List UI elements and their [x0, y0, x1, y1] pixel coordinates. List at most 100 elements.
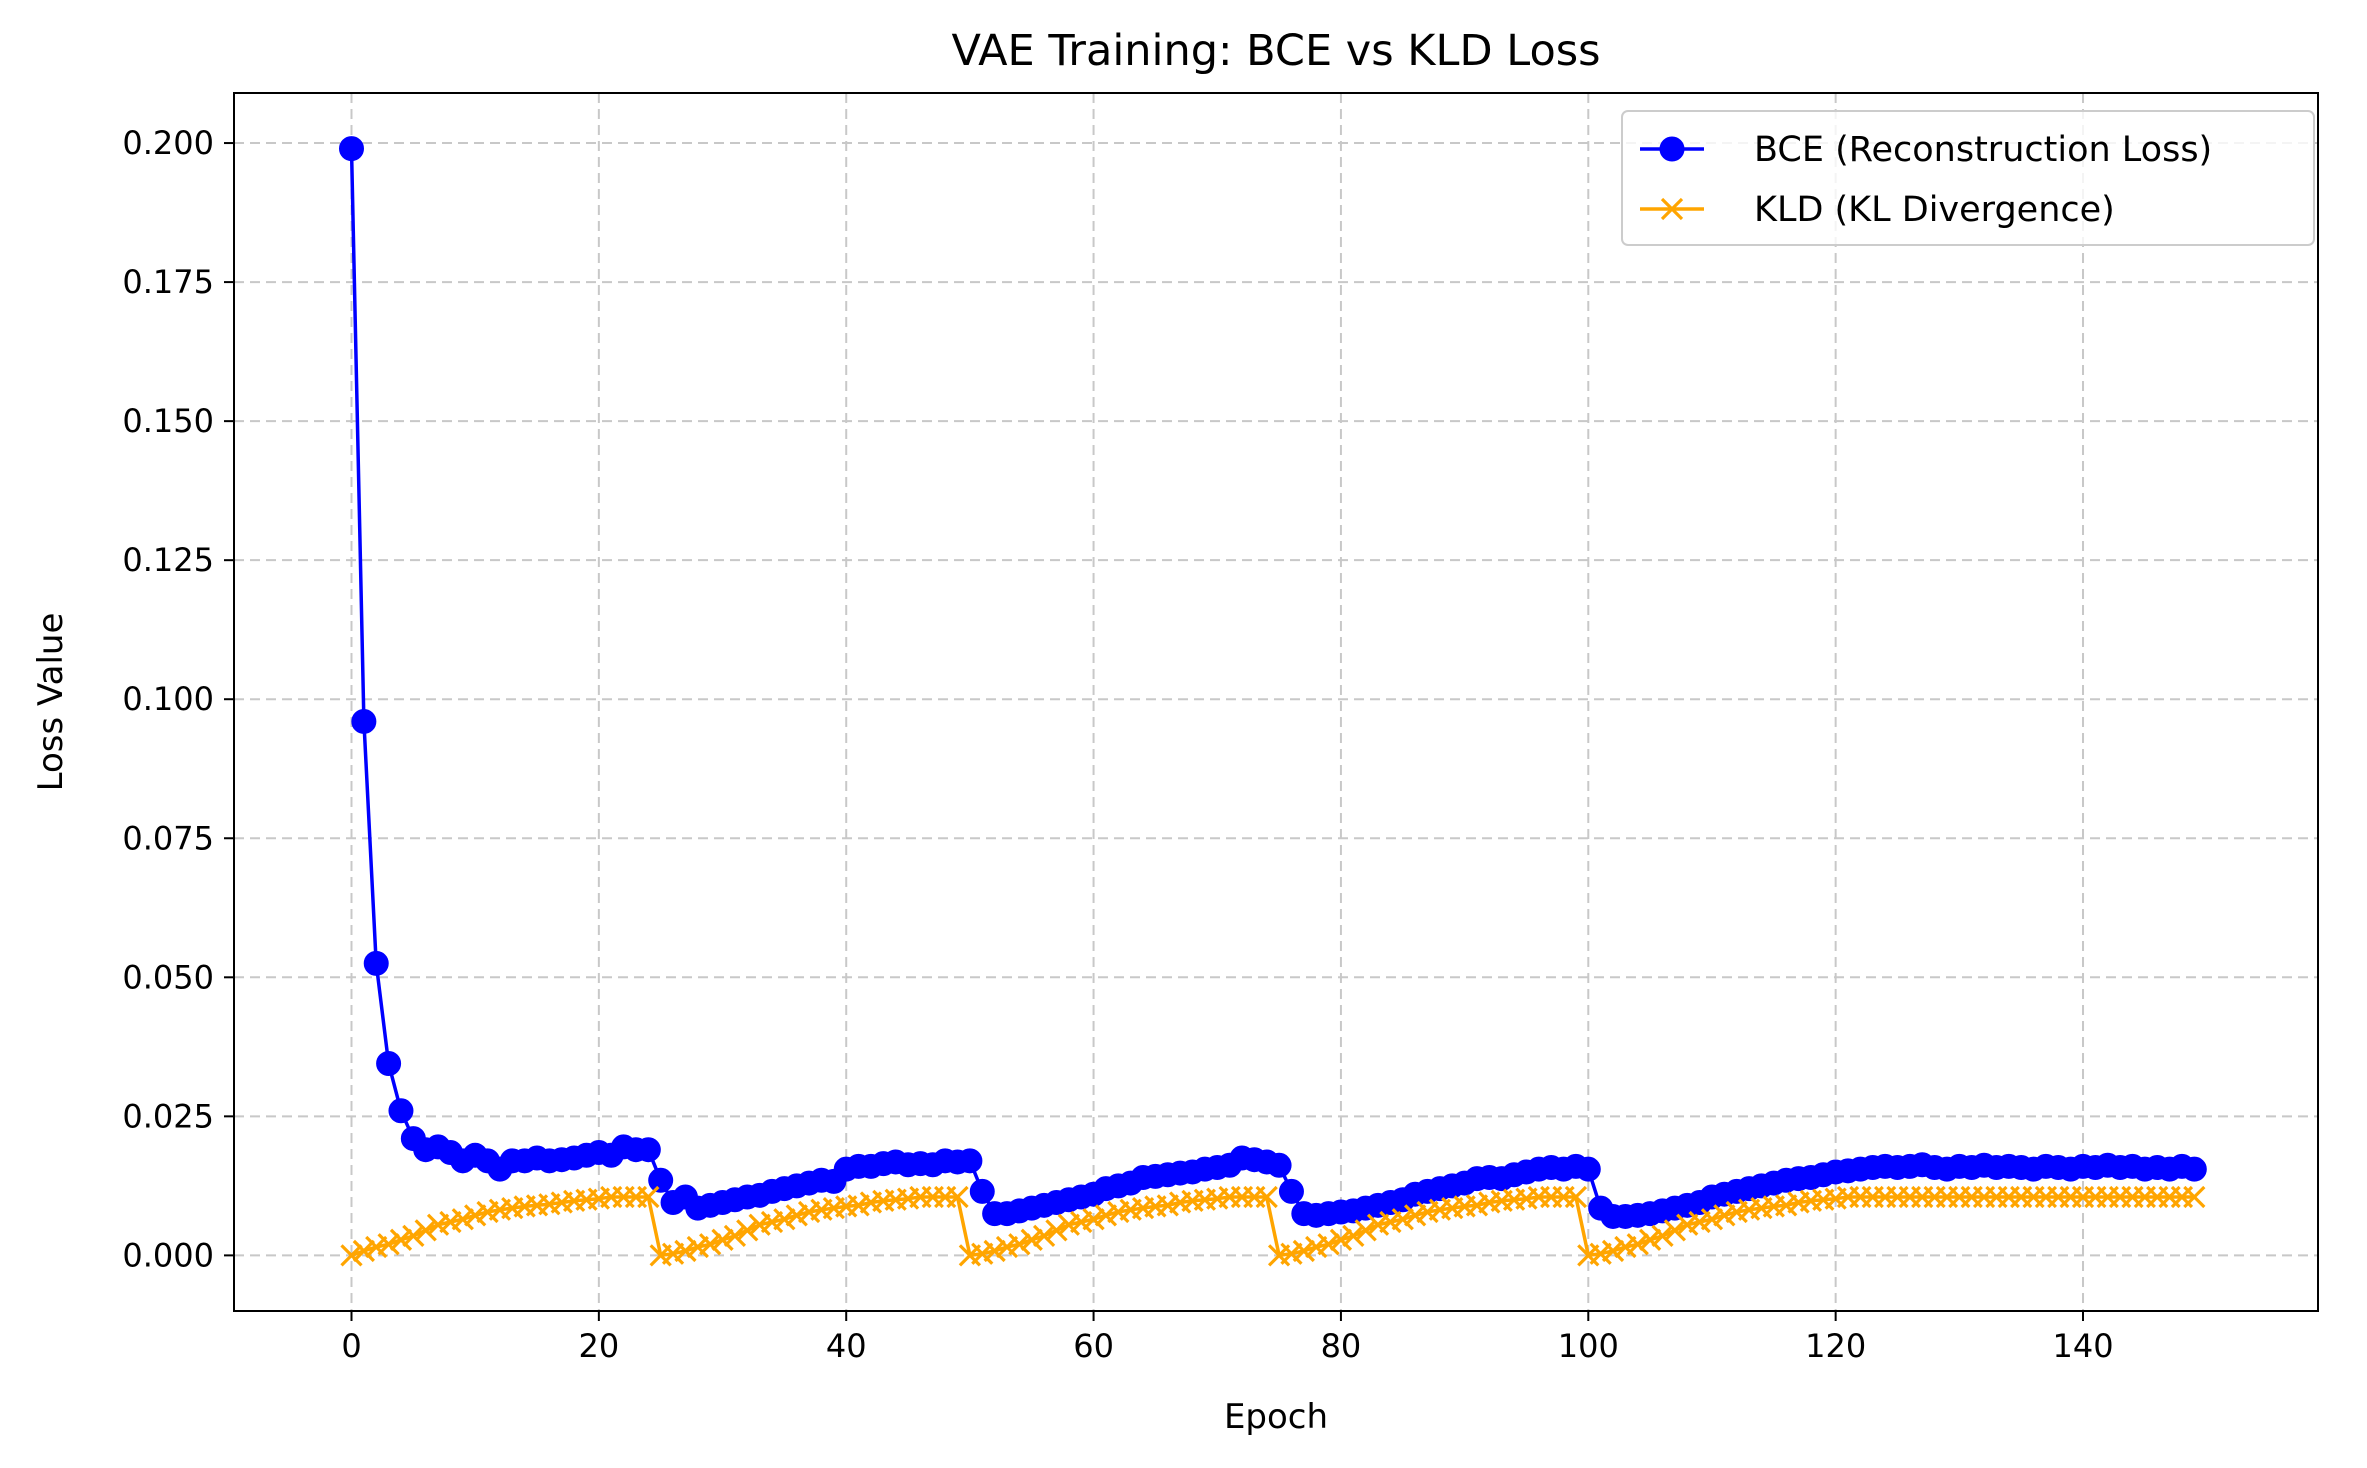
data-point-stroke-b: [785, 1204, 808, 1227]
grid-lines: [234, 93, 2318, 1311]
data-point-stroke-b: [1082, 1208, 1105, 1231]
data-series: [338, 136, 2207, 1267]
data-point: [451, 1208, 474, 1231]
y-tick-label: 0.200: [122, 124, 214, 162]
data-point: [1329, 1228, 1353, 1251]
data-point: [1564, 1185, 1588, 1209]
series-bce: [338, 136, 2207, 1229]
legend: BCE (Reconstruction Loss) KLD (KL Diverg…: [1621, 110, 2315, 246]
data-point: [637, 1185, 660, 1209]
data-point: [1700, 1208, 1724, 1231]
y-tick-label: 0.025: [122, 1097, 214, 1135]
data-point: [363, 950, 389, 976]
data-point: [648, 1167, 674, 1193]
data-point: [1575, 1156, 1601, 1182]
x-tick-label: 0: [341, 1327, 361, 1365]
data-point-stroke-b: [1008, 1233, 1031, 1256]
data-point: [1713, 1204, 1736, 1227]
data-point: [946, 1185, 969, 1209]
data-point-stroke-b: [402, 1224, 425, 1248]
x-tick-label: 80: [1321, 1327, 1362, 1365]
data-point: [674, 1239, 697, 1263]
data-point: [1601, 1239, 1625, 1263]
data-point-stroke-b: [1404, 1204, 1427, 1227]
data-point: [1045, 1219, 1068, 1242]
data-point: [1391, 1208, 1414, 1231]
data-point: [711, 1228, 734, 1251]
chart-title: VAE Training: BCE vs KLD Loss: [951, 26, 1600, 76]
data-point: [376, 1051, 402, 1077]
data-point-stroke-b: [773, 1208, 796, 1231]
data-point: [1008, 1233, 1031, 1256]
data-point: [736, 1219, 759, 1242]
data-point: [1404, 1204, 1427, 1227]
data-point-stroke-b: [1317, 1233, 1340, 1256]
data-point-stroke-b: [1638, 1228, 1662, 1251]
data-point-stroke-b: [1255, 1185, 1278, 1209]
y-tick-label: 0.150: [122, 402, 214, 440]
data-point: [957, 1148, 983, 1174]
data-point-stroke-b: [1292, 1239, 1315, 1263]
x-tick-label: 120: [1805, 1327, 1866, 1365]
data-point-stroke-b: [637, 1185, 660, 1209]
data-point: [699, 1233, 722, 1256]
data-point: [969, 1178, 995, 1204]
y-tick-label: 0.050: [122, 958, 214, 996]
data-point: [414, 1219, 437, 1242]
legend-box: [1621, 110, 2315, 246]
data-point-stroke-b: [1713, 1204, 1736, 1227]
data-point-stroke-b: [723, 1224, 747, 1248]
data-point-stroke-b: [699, 1233, 722, 1256]
data-point: [1278, 1178, 1304, 1204]
legend-marker: [1659, 136, 1685, 162]
data-point-stroke-b: [1094, 1204, 1118, 1227]
data-point: [1266, 1152, 1292, 1178]
data-point: [2181, 1156, 2207, 1182]
data-point: [2183, 1185, 2206, 1209]
legend-label-kld: KLD (KL Divergence): [1754, 190, 2115, 230]
data-point: [1663, 1219, 1686, 1242]
y-tick-label: 0.075: [122, 819, 214, 857]
data-point: [1342, 1224, 1365, 1248]
x-tick-label: 20: [578, 1327, 619, 1365]
plot-area-frame: [233, 92, 2319, 1312]
x-tick-label: 100: [1558, 1327, 1619, 1365]
legend-label-bce: BCE (Reconstruction Loss): [1754, 130, 2212, 170]
data-point: [785, 1204, 808, 1227]
data-point-stroke-b: [1329, 1228, 1353, 1251]
data-point: [338, 136, 364, 162]
data-point: [389, 1228, 413, 1251]
data-point-stroke-b: [711, 1228, 734, 1251]
data-point: [1651, 1224, 1674, 1248]
legend-marker: [1660, 197, 1684, 221]
data-point-stroke-b: [1391, 1208, 1414, 1231]
data-point: [1255, 1185, 1278, 1209]
data-point-stroke-b: [340, 1244, 363, 1267]
data-point-stroke-b: [414, 1219, 437, 1242]
y-axis-label: Loss Value: [31, 613, 71, 792]
data-point: [983, 1239, 1006, 1263]
data-point: [352, 1239, 375, 1263]
x-axis-label: Epoch: [1224, 1397, 1328, 1437]
data-point-stroke-b: [451, 1208, 474, 1231]
data-point: [1094, 1204, 1118, 1227]
data-point-stroke-b: [1354, 1219, 1377, 1242]
data-point: [1082, 1208, 1105, 1231]
data-point: [1317, 1233, 1340, 1256]
data-point-stroke-b: [389, 1228, 413, 1251]
data-point-stroke-b: [983, 1239, 1006, 1263]
data-point: [377, 1233, 400, 1256]
series-kld: [340, 1185, 2206, 1267]
y-tick-label: 0.125: [122, 541, 214, 579]
y-tick-label: 0.000: [122, 1236, 214, 1274]
data-point-stroke-b: [1045, 1219, 1068, 1242]
data-point: [635, 1137, 661, 1163]
data-point: [723, 1224, 747, 1248]
data-point-stroke-b: [736, 1219, 759, 1242]
legend-marker-stroke-b: [1660, 197, 1684, 221]
data-point-stroke-b: [1626, 1233, 1649, 1256]
x-tick-label: 40: [826, 1327, 867, 1365]
data-point-stroke-b: [946, 1185, 969, 1209]
axis-ticks: 0 20 40 60 80 100 120 140 0.000 0.025 0.050 0.075 0.…: [122, 124, 2113, 1365]
data-point: [388, 1098, 414, 1124]
